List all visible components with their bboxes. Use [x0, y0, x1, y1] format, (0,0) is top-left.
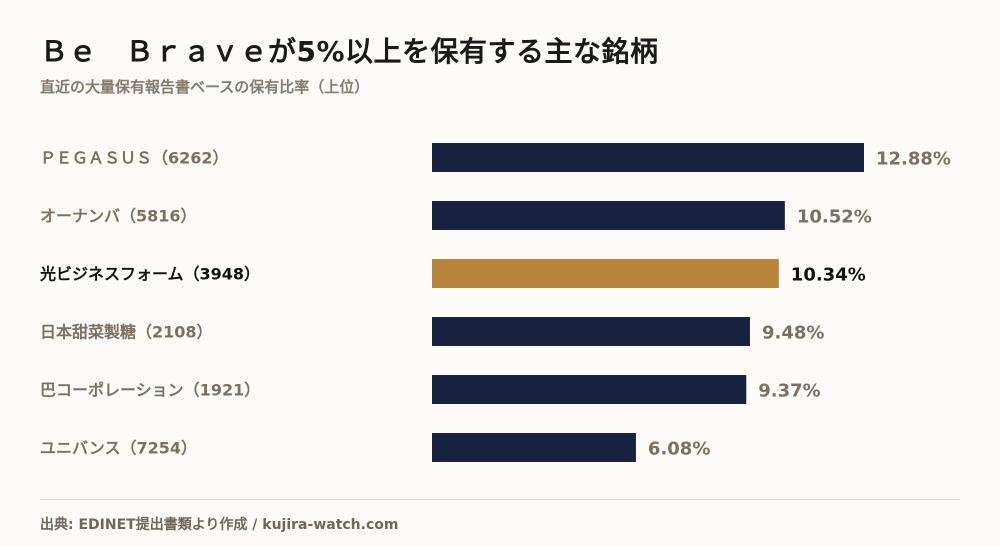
category-label: オーナンバ（5816） [40, 207, 197, 226]
source-note: 出典: EDINET提出書類より作成 / kujira-watch.com [40, 517, 399, 533]
category-label: 日本甜菜製糖（2108） [40, 323, 213, 342]
category-label: ＰＥＧＡＳＵＳ（6262） [40, 149, 229, 168]
value-label: 12.88% [876, 149, 951, 170]
category-label: ユニバンス（7254） [40, 439, 197, 458]
value-label: 10.52% [797, 207, 872, 228]
bar [432, 433, 636, 462]
chart-subtitle: 直近の大量保有報告書ベースの保有比率（上位） [40, 78, 370, 96]
bar [432, 375, 747, 404]
bar [432, 143, 864, 172]
bar [432, 201, 785, 230]
footer-divider [40, 499, 960, 500]
value-label: 9.37% [758, 381, 820, 402]
category-label: 巴コーポレーション（1921） [40, 381, 260, 400]
category-label: 光ビジネスフォーム（3948） [39, 265, 260, 284]
value-label: 10.34% [791, 265, 866, 286]
value-label: 9.48% [762, 323, 824, 344]
bar [432, 259, 779, 288]
value-label: 6.08% [648, 439, 710, 460]
bar [432, 317, 750, 346]
chart-title: Ｂｅ Ｂｒａｖｅが5%以上を保有する主な銘柄 [40, 35, 659, 68]
